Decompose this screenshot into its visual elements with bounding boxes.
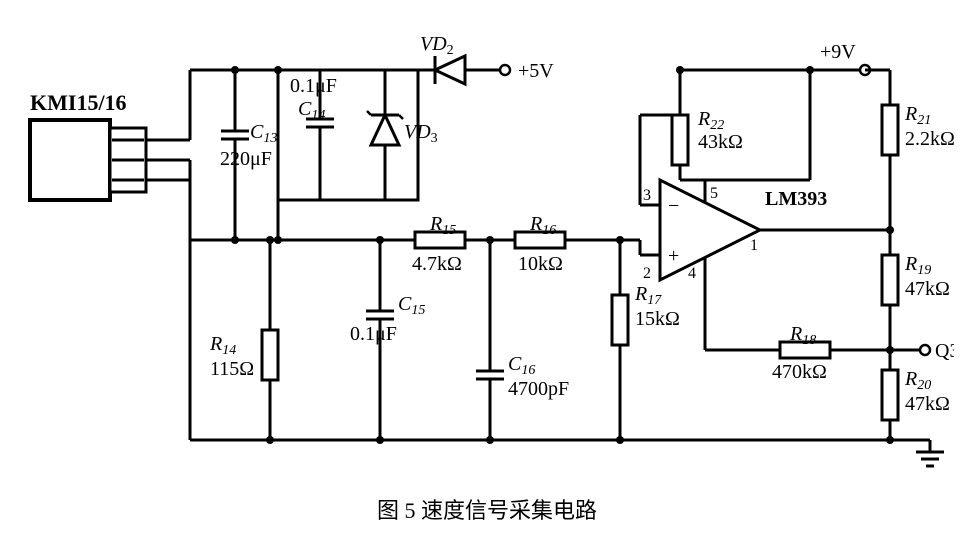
svg-text:4700pF: 4700pF bbox=[508, 378, 569, 400]
svg-text:R16: R16 bbox=[529, 213, 556, 238]
svg-text:R15: R15 bbox=[429, 213, 456, 238]
svg-text:R22: R22 bbox=[697, 108, 724, 133]
svg-text:C16: C16 bbox=[508, 353, 535, 378]
res-r18: R18 470kΩ bbox=[705, 300, 890, 383]
svg-text:R18: R18 bbox=[789, 323, 816, 348]
res-r15: R15 4.7kΩ bbox=[412, 213, 465, 275]
sensor-block: KMI15/16 bbox=[30, 70, 190, 240]
svg-text:1: 1 bbox=[750, 237, 758, 254]
svg-text:3: 3 bbox=[643, 187, 651, 204]
svg-text:LM393: LM393 bbox=[765, 188, 827, 210]
v9-label: +9V bbox=[820, 41, 856, 63]
res-r20: R20 47kΩ bbox=[882, 350, 950, 444]
res-r16: R16 10kΩ bbox=[515, 213, 565, 275]
svg-text:R21: R21 bbox=[904, 103, 931, 128]
res-r19: R19 47kΩ bbox=[882, 230, 950, 350]
res-r22: R22 43kΩ bbox=[672, 70, 743, 180]
svg-text:5: 5 bbox=[710, 185, 718, 202]
svg-text:C15: C15 bbox=[398, 293, 425, 318]
res-r21: R21 2.2kΩ bbox=[865, 70, 954, 230]
svg-text:C13: C13 bbox=[250, 121, 277, 146]
svg-text:2: 2 bbox=[643, 265, 651, 282]
res-r14: R14 115Ω bbox=[209, 240, 278, 444]
svg-text:47kΩ: 47kΩ bbox=[905, 393, 950, 415]
svg-text:10kΩ: 10kΩ bbox=[518, 253, 563, 275]
svg-text:4.7kΩ: 4.7kΩ bbox=[412, 253, 462, 275]
sensor-label: KMI15/16 bbox=[30, 90, 127, 115]
svg-text:470kΩ: 470kΩ bbox=[772, 361, 827, 383]
svg-text:VD3: VD3 bbox=[404, 121, 438, 146]
svg-text:115Ω: 115Ω bbox=[210, 358, 254, 380]
opamp-lm393: − 3 + 2 1 5 4 LM393 bbox=[640, 180, 827, 300]
cap-c14: 0.1μF C14 bbox=[290, 70, 337, 200]
cap-c13: C13 220μF bbox=[220, 66, 277, 244]
figure-caption: 图 5 速度信号采集电路 bbox=[20, 493, 954, 525]
svg-text:−: − bbox=[668, 195, 679, 217]
svg-text:2.2kΩ: 2.2kΩ bbox=[905, 128, 954, 150]
circuit-diagram: KMI15/16 VD2 +5V C13 220μF 0.1μF C bbox=[20, 20, 954, 480]
svg-text:4: 4 bbox=[688, 265, 696, 282]
svg-text:R17: R17 bbox=[634, 283, 662, 308]
diode-vd3: VD3 bbox=[367, 70, 438, 200]
svg-text:0.1μF: 0.1μF bbox=[350, 323, 397, 345]
svg-text:43kΩ: 43kΩ bbox=[698, 131, 743, 153]
diode-vd2: VD2 +5V bbox=[420, 33, 554, 84]
svg-text:0.1μF: 0.1μF bbox=[290, 75, 337, 97]
svg-text:R14: R14 bbox=[209, 333, 236, 358]
svg-text:47kΩ: 47kΩ bbox=[905, 278, 950, 300]
output-q3: Q3 bbox=[935, 340, 954, 362]
vd2-label: VD2 bbox=[420, 33, 454, 58]
svg-text:R20: R20 bbox=[904, 368, 931, 393]
v5-label: +5V bbox=[518, 60, 554, 82]
svg-text:15kΩ: 15kΩ bbox=[635, 308, 680, 330]
svg-text:R19: R19 bbox=[904, 253, 931, 278]
svg-text:+: + bbox=[668, 245, 679, 267]
svg-text:220μF: 220μF bbox=[220, 148, 272, 170]
